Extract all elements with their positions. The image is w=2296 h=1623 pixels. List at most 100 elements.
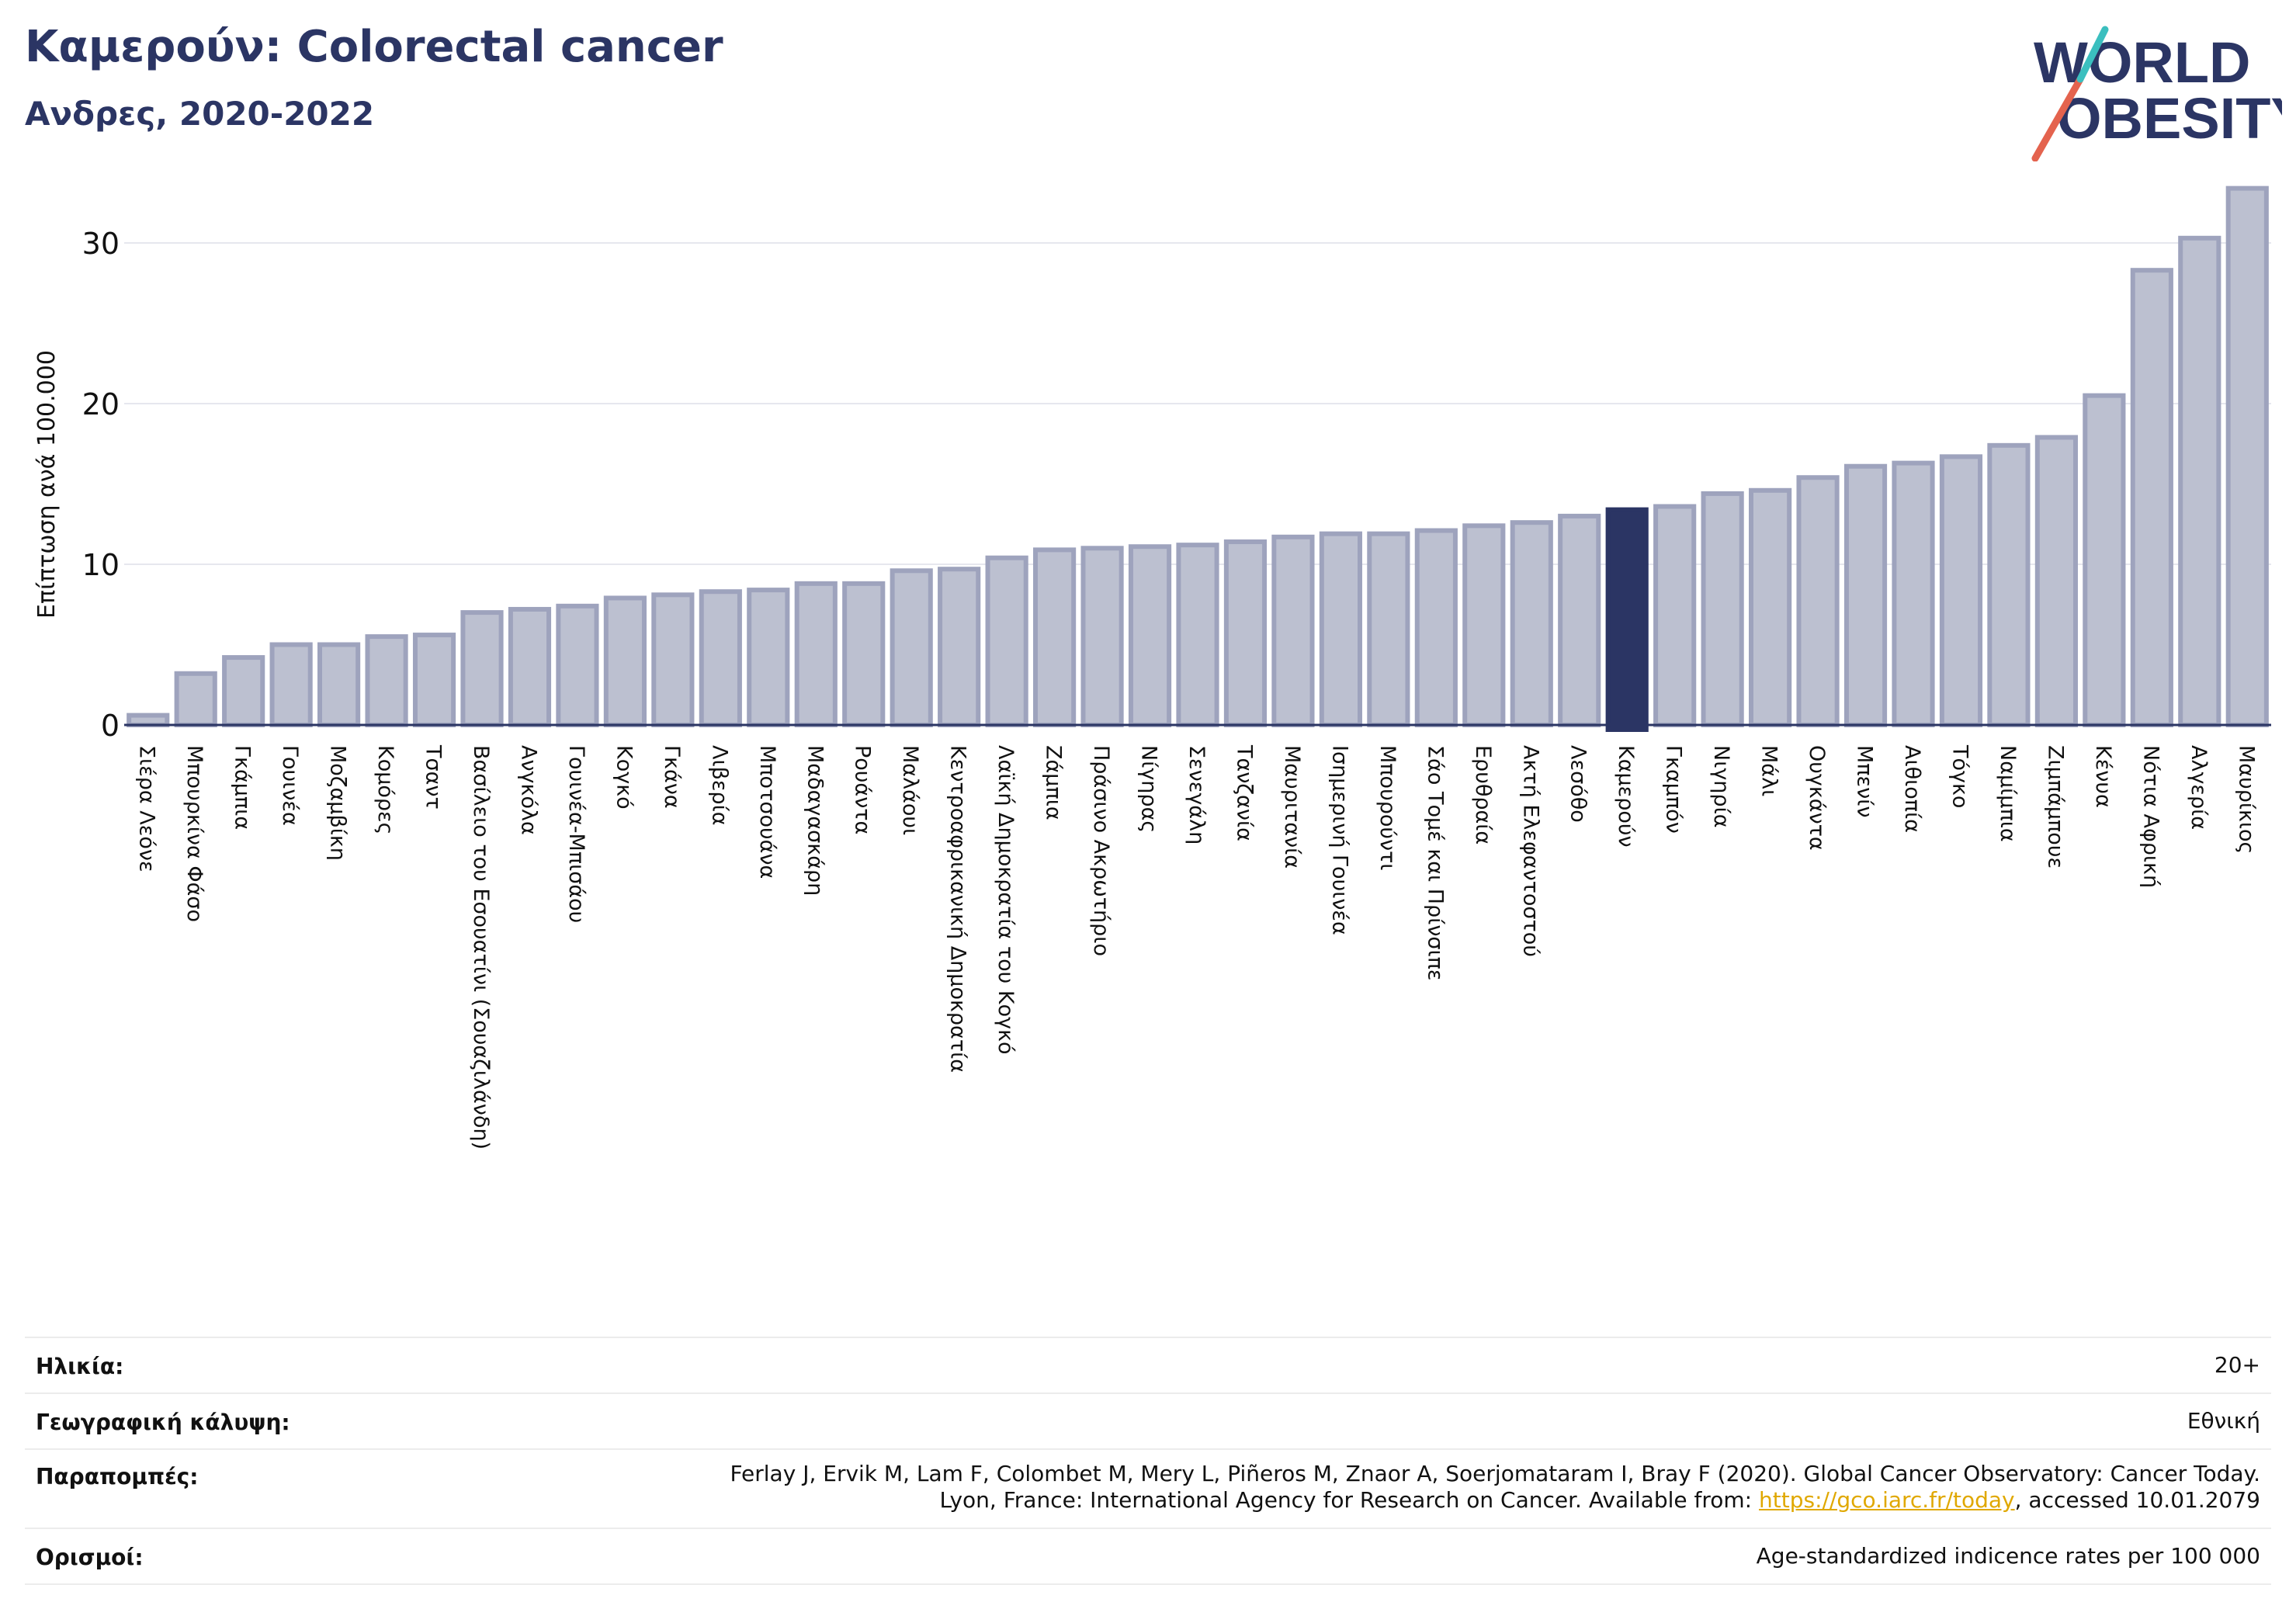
x-tick-label: Αιθιοπία — [1900, 745, 1924, 833]
definitions-label: Ορισμοί: — [36, 1545, 144, 1570]
bar — [1080, 546, 1124, 727]
bar — [842, 581, 886, 728]
x-tick-label: Νίγηρας — [1137, 745, 1161, 833]
info-row-age: Ηλικία: 20+ — [25, 1337, 2271, 1394]
x-tick-label: Γκάμπια — [231, 745, 255, 830]
bar — [174, 671, 217, 728]
y-tick-label: 0 — [101, 709, 120, 743]
x-tick-label: Ναμίμπια — [1996, 745, 2020, 842]
bar — [1701, 491, 1744, 727]
bar — [2178, 235, 2221, 728]
x-tick-label: Νότια Αφρική — [2138, 745, 2162, 888]
logo-line1: WORLD — [2034, 30, 2251, 95]
bar — [699, 589, 742, 727]
x-tick-label: Γκάνα — [660, 745, 684, 809]
info-row-references: Παραπομπές: Ferlay J, Ervik M, Lam F, Co… — [25, 1448, 2271, 1529]
bar — [365, 634, 408, 728]
x-tick-label: Ζιμπάμπουε — [2043, 745, 2067, 869]
y-axis-label: Επίπτωση ανά 100.000 — [33, 350, 61, 619]
x-tick-label: Βασίλειο του Εσουατίνι (Σουαζιλάνδη) — [469, 745, 493, 1150]
x-tick-label: Λιβερία — [707, 745, 731, 826]
y-tick-label: 20 — [82, 387, 120, 421]
x-tick-label: Μαδαγασκάρη — [803, 745, 827, 896]
bar — [460, 610, 504, 727]
y-tick-label: 10 — [82, 548, 120, 582]
bar-chart: 0 10 20 30 Επίπτωση ανά 100.000 Σιέρα Λεόνε Μπ… — [33, 186, 2271, 1150]
x-tick-label: Γουινέα-Μπισάου — [564, 745, 588, 923]
bar — [651, 592, 695, 728]
x-tick-label: Γκαμπόν — [1662, 745, 1686, 834]
age-value: 20+ — [2214, 1352, 2260, 1378]
x-tick-label: Σενεγάλη — [1184, 745, 1209, 844]
bar — [1796, 475, 1840, 727]
logo-slash-red — [2031, 75, 2084, 161]
bar — [556, 603, 599, 727]
x-tick-label: Νιγηρία — [1709, 745, 1733, 828]
bar — [890, 568, 933, 728]
references-line2-prefix: Lyon, France: International Agency for R… — [939, 1487, 1759, 1513]
x-tick-label: Πράσινο Ακρωτήριο — [1089, 745, 1113, 956]
bar — [127, 713, 170, 728]
bar — [747, 588, 790, 727]
info-row-coverage: Γεωγραφική κάλυψη: Εθνική — [25, 1392, 2271, 1450]
x-tick-label: Ρουάντα — [851, 745, 875, 834]
bar — [1271, 534, 1315, 727]
x-tick-label: Λεσόθο — [1566, 745, 1590, 823]
x-tick-label: Γουινέα — [278, 745, 302, 826]
bar — [2034, 435, 2078, 727]
bar — [1510, 520, 1553, 727]
definitions-value: Age-standardized indicence rates per 100… — [1756, 1543, 2260, 1569]
x-tick-label: Κομόρες — [373, 745, 397, 835]
info-row-definitions: Ορισμοί: Age-standardized indicence rate… — [25, 1528, 2271, 1585]
bar — [1892, 460, 1935, 728]
x-tick-label: Ανγκόλα — [516, 745, 540, 835]
bar — [412, 633, 456, 728]
x-tick-label: Αλγερία — [2187, 745, 2211, 830]
x-tick-label: Ισημερινή Γουινέα — [1327, 745, 1351, 935]
bar — [1558, 513, 1601, 728]
bar — [1939, 454, 1983, 727]
bar — [317, 642, 361, 727]
bar — [269, 642, 313, 727]
x-tick-label: Κογκό — [612, 745, 636, 810]
bar — [1653, 504, 1697, 727]
bar-highlight — [1605, 507, 1649, 732]
bar — [1223, 539, 1268, 728]
bar — [2130, 268, 2173, 727]
x-tick-label: Τσαντ — [421, 744, 446, 810]
references-line2-suffix: , accessed 10.01.2079 — [2014, 1487, 2260, 1513]
x-tick-label: Μαυριτανία — [1280, 745, 1304, 869]
x-tick-label: Κεντροαφρικανική Δημοκρατία — [946, 745, 970, 1073]
x-tick-label: Τανζανία — [1232, 744, 1256, 841]
x-tick-label: Τόγκο — [1947, 744, 1972, 808]
info-bottom-border — [25, 1583, 2271, 1585]
x-tick-label: Μαυρίκιος — [2234, 745, 2258, 854]
x-tick-label: Μάλι — [1757, 745, 1781, 796]
bar — [985, 555, 1028, 727]
bar — [1749, 487, 1792, 728]
x-tick-label: Σάο Τομέ και Πρίνσιπε — [1423, 745, 1447, 981]
x-tick-label: Ακτή Ελεφαντοστού — [1518, 745, 1542, 957]
bar — [222, 655, 265, 727]
x-tick-label: Μοζαμβίκη — [326, 745, 350, 861]
y-tick-label: 30 — [82, 227, 120, 261]
x-tick-label: Σιέρα Λεόνε — [135, 745, 159, 872]
x-tick-label: Μαλάουι — [898, 745, 922, 835]
references-label: Παραπομπές: — [36, 1464, 199, 1489]
references-line1: Ferlay J, Ervik M, Lam F, Colombet M, Me… — [730, 1461, 2260, 1486]
age-label: Ηλικία: — [36, 1354, 124, 1379]
chart-subtitle: Ανδρες, 2020-2022 — [25, 95, 375, 133]
references-link[interactable]: https://gco.iarc.fr/today — [1759, 1487, 2015, 1513]
bar — [938, 567, 981, 728]
bar — [1319, 531, 1362, 727]
chart-title: Καμερούν: Colorectal cancer — [25, 22, 723, 72]
bar — [1128, 544, 1172, 727]
x-tick-label: Μπενίν — [1853, 745, 1877, 817]
bar — [1414, 528, 1458, 728]
bar — [508, 606, 552, 728]
x-tick-label: Ερυθραία — [1471, 745, 1495, 844]
logo-line2: OBESITY — [2057, 86, 2282, 151]
x-tick-label: Μποτσουάνα — [755, 745, 779, 879]
x-tick-label: Λαϊκή Δημοκρατία του Κογκό — [994, 745, 1018, 1055]
bar — [1367, 531, 1410, 727]
